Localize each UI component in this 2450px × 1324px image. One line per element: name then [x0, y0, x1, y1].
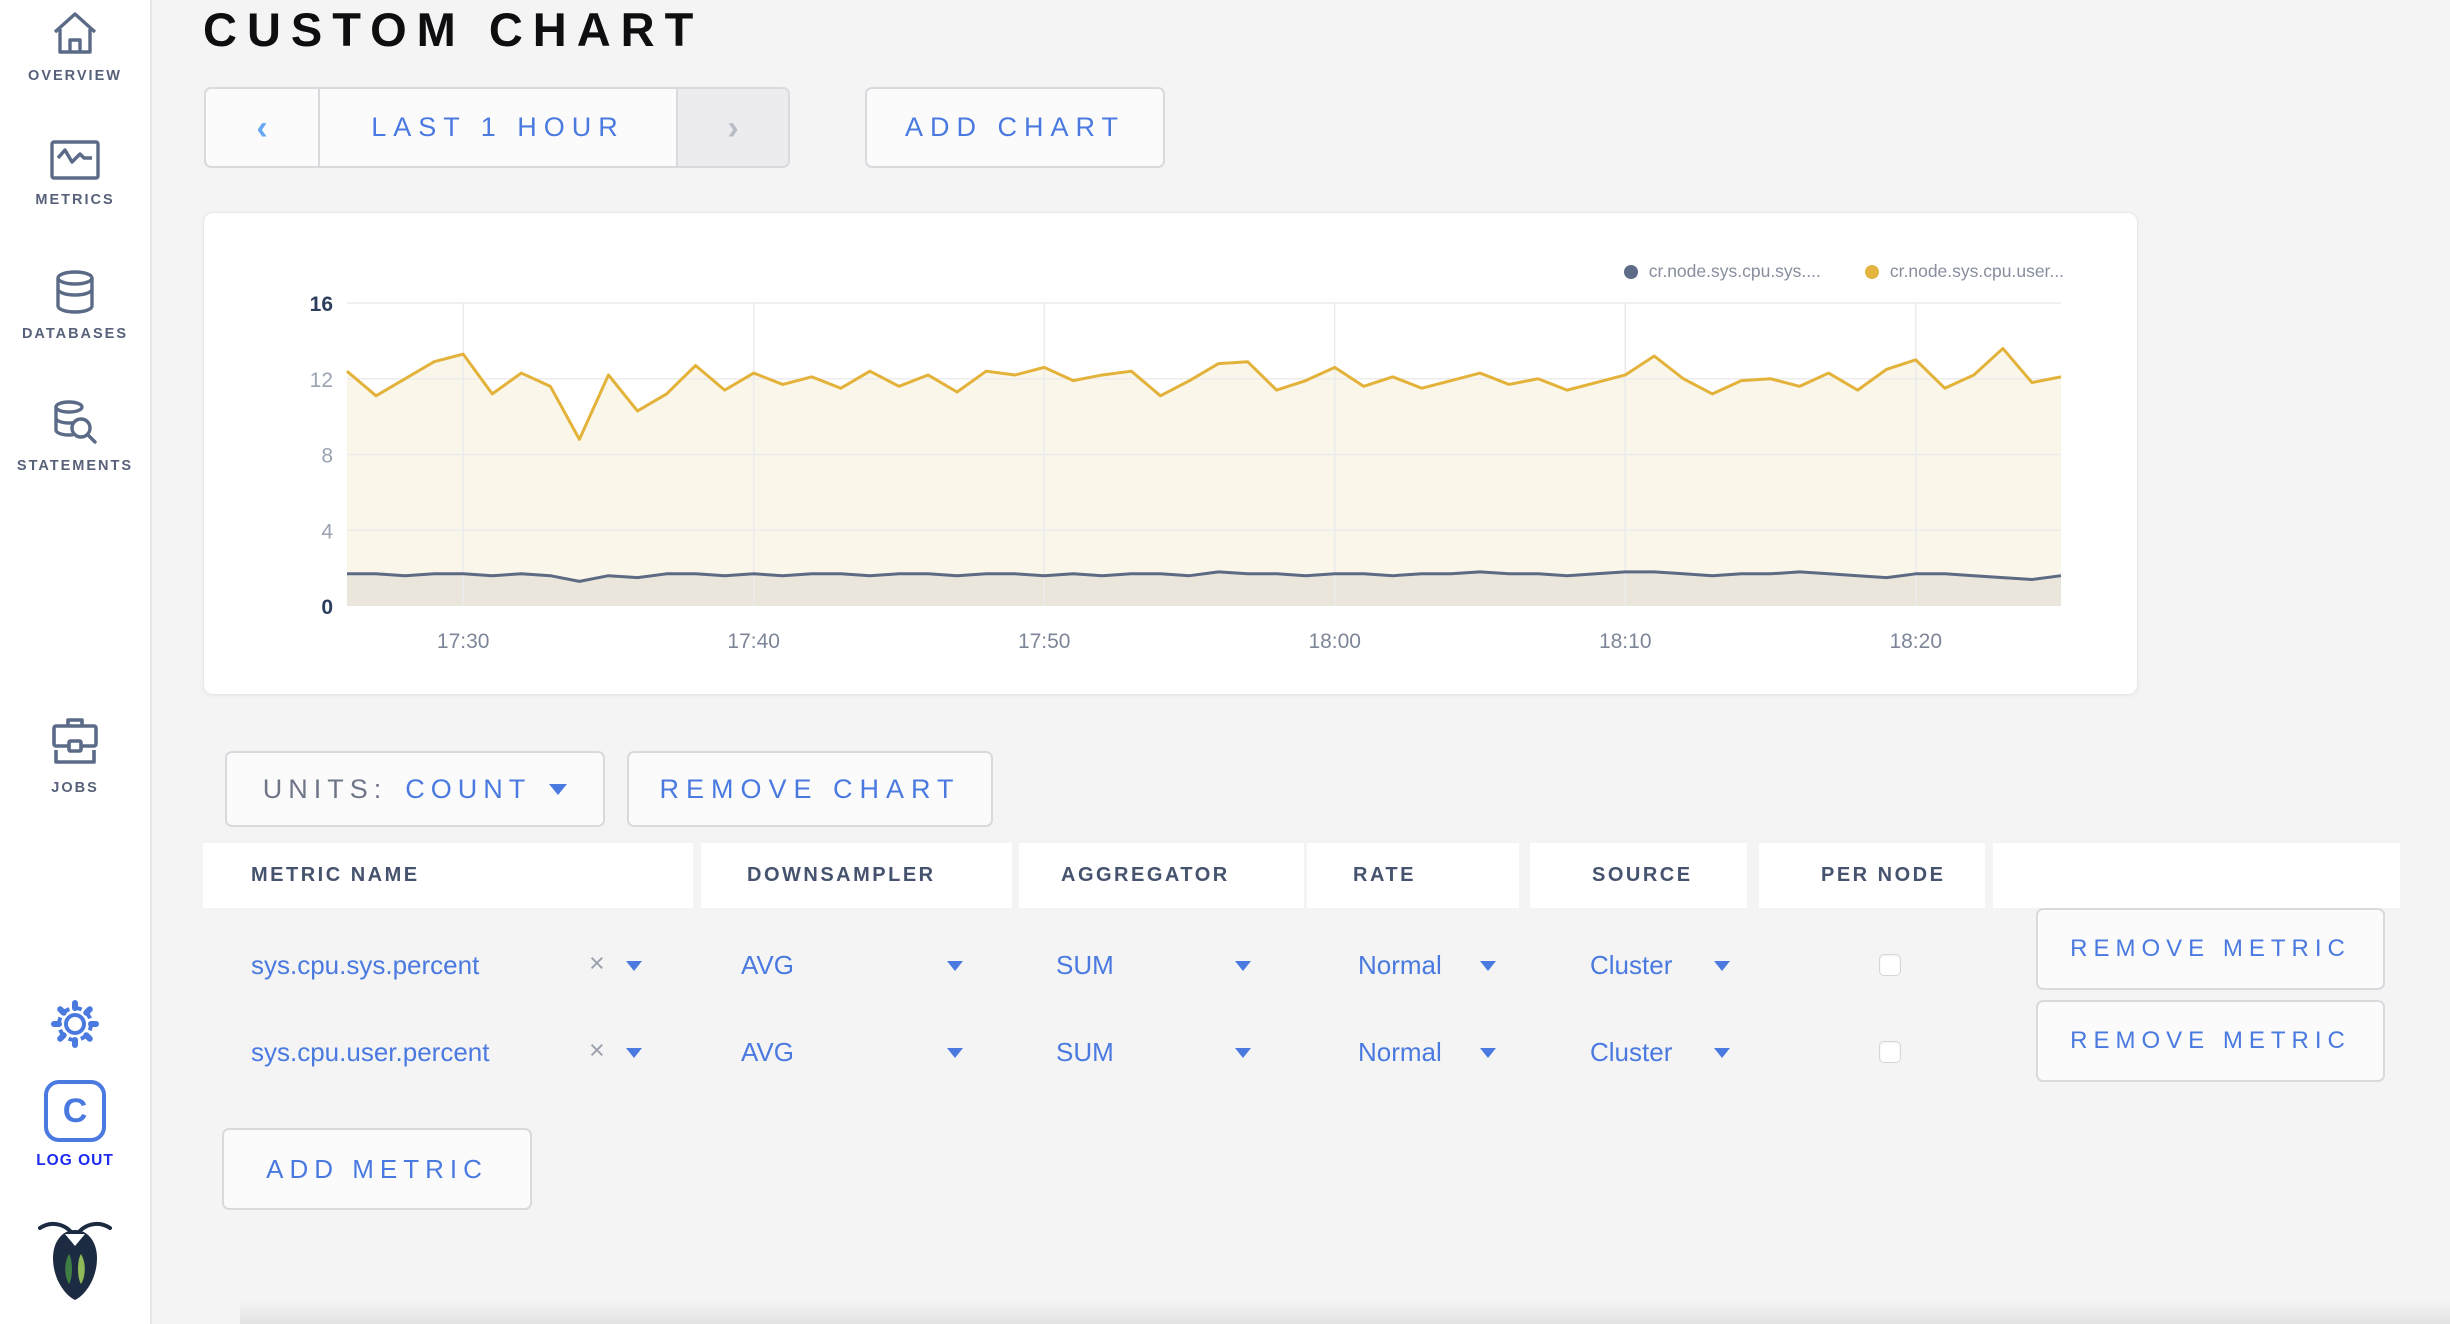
- chevron-down-icon[interactable]: [626, 958, 642, 976]
- col-header-aggregator: AGGREGATOR: [1019, 843, 1304, 908]
- chevron-down-icon[interactable]: [947, 958, 963, 976]
- clear-metric-icon[interactable]: ×: [589, 948, 605, 978]
- col-header-actions: [1993, 843, 2400, 908]
- clear-metric-icon[interactable]: ×: [589, 1035, 605, 1065]
- cpu-usage-chart: 0 4 8 12 16 17:30 17:40 17:50 18:00 18:10 18:20: [310, 293, 2062, 653]
- time-range-picker: ‹ LAST 1 HOUR ›: [204, 87, 790, 168]
- sidebar-item-jobs[interactable]: JOBS: [0, 716, 150, 796]
- svg-text:18:20: 18:20: [1889, 630, 1942, 653]
- svg-text:17:40: 17:40: [727, 630, 780, 653]
- chart-legend: cr.node.sys.cpu.sys.... cr.node.sys.cpu.…: [1623, 261, 2064, 282]
- downsampler-dropdown[interactable]: AVG: [741, 1037, 794, 1067]
- svg-text:18:00: 18:00: [1308, 630, 1361, 653]
- time-range-prev-button[interactable]: ‹: [206, 89, 320, 166]
- chevron-down-icon[interactable]: [1714, 958, 1730, 976]
- metric-name-dropdown[interactable]: sys.cpu.sys.percent: [251, 950, 480, 980]
- sidebar-item-label: DATABASES: [21, 326, 129, 342]
- sidebar-item-label: STATEMENTS: [16, 458, 134, 474]
- chevron-down-icon[interactable]: [1235, 1045, 1251, 1063]
- gear-icon: [0, 998, 150, 1050]
- aggregator-dropdown[interactable]: SUM: [1056, 1037, 1114, 1067]
- add-chart-button[interactable]: ADD CHART: [865, 87, 1165, 168]
- legend-label-sys: cr.node.sys.cpu.sys....: [1648, 261, 1821, 281]
- time-range-next-button[interactable]: ›: [676, 89, 788, 166]
- chevron-down-icon[interactable]: [626, 1045, 642, 1063]
- user-avatar[interactable]: C: [44, 1080, 106, 1142]
- remove-chart-button[interactable]: REMOVE CHART: [627, 751, 993, 827]
- statements-search-icon: [0, 400, 150, 446]
- svg-text:17:30: 17:30: [437, 630, 490, 653]
- per-node-checkbox[interactable]: [1879, 1041, 1901, 1063]
- aggregator-dropdown[interactable]: SUM: [1056, 950, 1114, 980]
- main-content: CUSTOM CHART ‹ LAST 1 HOUR › ADD CHART c…: [152, 0, 2450, 1324]
- svg-text:8: 8: [321, 445, 333, 468]
- legend-dot-sys: [1623, 264, 1638, 279]
- sidebar-item-statements[interactable]: STATEMENTS: [0, 400, 150, 474]
- svg-text:0: 0: [321, 596, 333, 619]
- units-label: UNITS:: [262, 773, 388, 804]
- logout-block[interactable]: C LOG OUT: [0, 1080, 150, 1170]
- chevron-down-icon[interactable]: [1235, 958, 1251, 976]
- home-icon: [0, 10, 150, 56]
- chevron-down-icon[interactable]: [1480, 958, 1496, 976]
- col-header-source: SOURCE: [1530, 843, 1747, 908]
- legend-dot-user: [1864, 264, 1879, 279]
- sidebar-item-overview[interactable]: OVERVIEW: [0, 10, 150, 84]
- logout-button[interactable]: LOG OUT: [36, 1152, 114, 1169]
- metrics-chart-icon: [0, 140, 150, 180]
- remove-metric-button[interactable]: REMOVE METRIC: [2036, 908, 2385, 990]
- col-header-downsampler: DOWNSAMPLER: [701, 843, 1012, 908]
- sidebar-item-label: JOBS: [51, 780, 99, 796]
- database-icon: [0, 270, 150, 314]
- sidebar-item-label: OVERVIEW: [28, 68, 122, 84]
- col-header-per-node: PER NODE: [1759, 843, 1985, 908]
- chevron-down-icon[interactable]: [947, 1045, 963, 1063]
- source-dropdown[interactable]: Cluster: [1590, 950, 1673, 980]
- sidebar: OVERVIEW METRICS DATABASES: [0, 0, 152, 1324]
- svg-text:17:50: 17:50: [1018, 630, 1071, 653]
- chevron-left-icon: ‹: [256, 108, 268, 147]
- sidebar-item-metrics[interactable]: METRICS: [0, 140, 150, 208]
- legend-label-user: cr.node.sys.cpu.user...: [1889, 261, 2064, 281]
- time-range-dropdown[interactable]: LAST 1 HOUR: [371, 112, 625, 142]
- sidebar-item-databases[interactable]: DATABASES: [0, 270, 150, 342]
- chevron-down-icon[interactable]: [1714, 1045, 1730, 1063]
- source-dropdown[interactable]: Cluster: [1590, 1037, 1673, 1067]
- chevron-right-icon: ›: [727, 108, 739, 147]
- cockroach-bug-icon: [0, 1212, 150, 1304]
- cockroach-logo: [0, 1212, 150, 1304]
- briefcase-icon: [0, 716, 150, 768]
- page-title: CUSTOM CHART: [203, 3, 704, 56]
- per-node-checkbox[interactable]: [1879, 954, 1901, 976]
- svg-text:18:10: 18:10: [1599, 630, 1652, 653]
- avatar-letter: C: [62, 1091, 88, 1130]
- svg-text:16: 16: [310, 293, 333, 316]
- rate-dropdown[interactable]: Normal: [1358, 1037, 1442, 1067]
- rate-dropdown[interactable]: Normal: [1358, 950, 1442, 980]
- chart-card: cr.node.sys.cpu.sys.... cr.node.sys.cpu.…: [203, 212, 2138, 695]
- metric-name-dropdown[interactable]: sys.cpu.user.percent: [251, 1037, 490, 1067]
- svg-text:12: 12: [310, 369, 333, 392]
- units-value: COUNT: [405, 773, 532, 804]
- svg-text:4: 4: [321, 520, 333, 543]
- downsampler-dropdown[interactable]: AVG: [741, 950, 794, 980]
- add-metric-button[interactable]: ADD METRIC: [222, 1128, 532, 1210]
- chevron-down-icon[interactable]: [1480, 1045, 1496, 1063]
- col-header-rate: RATE: [1307, 843, 1519, 908]
- settings-gear-button[interactable]: [0, 998, 150, 1050]
- remove-metric-button[interactable]: REMOVE METRIC: [2036, 1000, 2385, 1082]
- col-header-metric-name: METRIC NAME: [203, 843, 693, 908]
- units-dropdown[interactable]: UNITS: COUNT: [225, 751, 605, 827]
- chevron-down-icon: [549, 783, 568, 795]
- sidebar-item-label: METRICS: [35, 192, 115, 208]
- legend-item-user[interactable]: cr.node.sys.cpu.user...: [1864, 261, 2064, 282]
- legend-item-sys[interactable]: cr.node.sys.cpu.sys....: [1623, 261, 1821, 282]
